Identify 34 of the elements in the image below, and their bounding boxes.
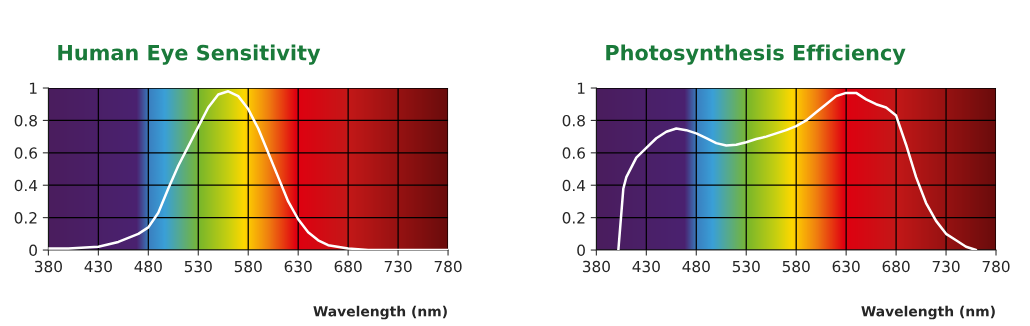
x-tick-label: 480 [134, 260, 162, 273]
x-tick-label: 630 [284, 260, 312, 273]
y-tick-label: 1 [29, 82, 37, 94]
x-tick-label: 580 [234, 260, 262, 273]
y-tick-label: 0.8 [14, 114, 37, 127]
y-tick-label: 0.2 [562, 212, 585, 224]
x-tick-label: 430 [632, 260, 660, 273]
x-tick-label: 380 [34, 260, 62, 273]
x-tick-label: 580 [782, 260, 810, 273]
y-tick-label: 0.6 [562, 147, 585, 159]
x-axis-title: Wavelength (nm) [861, 305, 995, 320]
x-tick-label: 430 [84, 260, 112, 273]
y-tick-label: 0.6 [14, 147, 38, 159]
x-tick-label: 730 [932, 260, 960, 273]
x-tick-label: 780 [434, 260, 462, 273]
y-tick-label: 0 [577, 244, 585, 257]
y-tick-label: 1 [577, 82, 585, 94]
x-tick-label: 530 [184, 260, 212, 273]
x-tick-label: 680 [334, 260, 362, 273]
x-tick-label: 780 [982, 260, 1010, 273]
y-tick-label: 0.2 [14, 212, 37, 224]
x-tick-label: 530 [732, 260, 760, 273]
x-tick-label: 730 [384, 260, 412, 273]
y-tick-label: 0 [29, 244, 37, 257]
x-axis-title: Wavelength (nm) [313, 305, 447, 320]
y-tick-label: 0.4 [562, 179, 586, 192]
chart-title: Photosynthesis Efficiency [606, 44, 906, 65]
chart-title: Human Eye Sensitivity [58, 44, 321, 65]
x-tick-label: 630 [832, 260, 860, 273]
x-tick-label: 480 [682, 260, 710, 273]
y-tick-label: 0.8 [562, 114, 585, 127]
x-tick-label: 380 [582, 260, 610, 273]
y-tick-label: 0.4 [14, 179, 38, 192]
x-tick-label: 680 [882, 260, 910, 273]
